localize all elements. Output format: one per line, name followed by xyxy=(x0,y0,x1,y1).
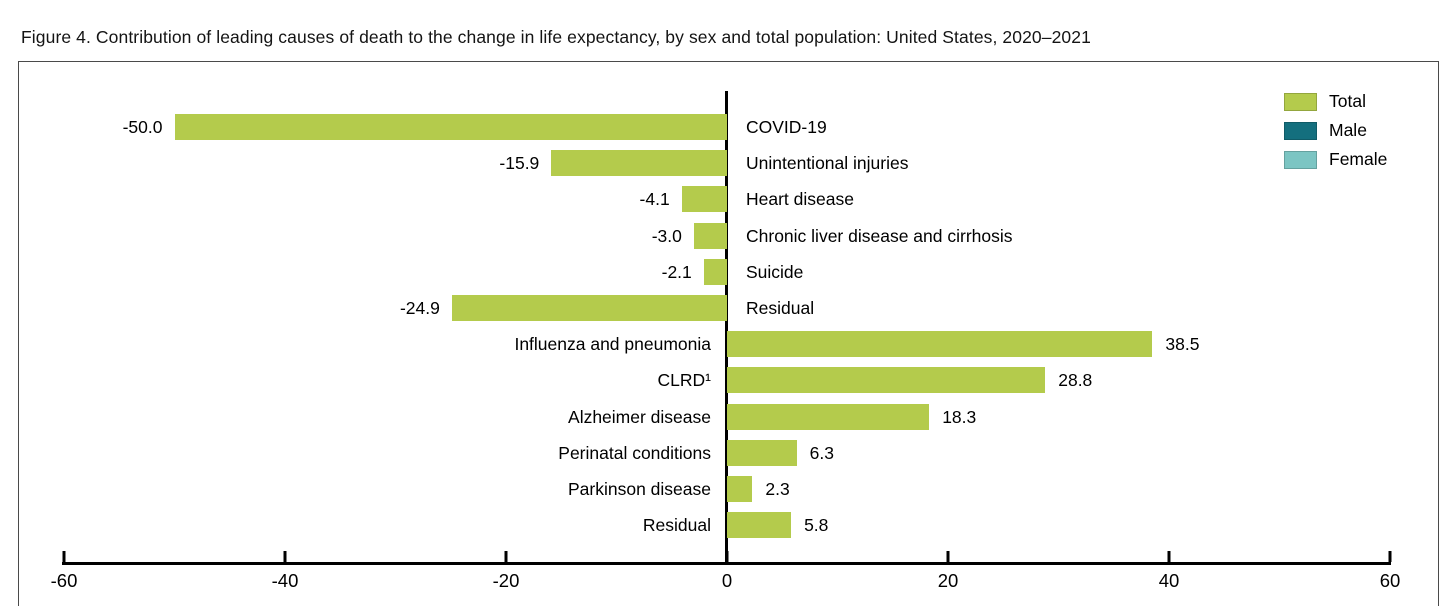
bar xyxy=(703,258,727,285)
x-axis-tick xyxy=(946,551,950,562)
bar-value-label: 5.8 xyxy=(804,515,829,536)
bar-category-label: Influenza and pneumonia xyxy=(514,334,711,355)
x-axis-tick-label: 20 xyxy=(937,570,959,591)
legend-item-total: Total xyxy=(1284,91,1366,112)
bar-category-label: COVID-19 xyxy=(746,117,827,137)
bar xyxy=(727,403,930,430)
bar-category-label: CLRD¹ xyxy=(657,370,711,391)
bar-category-label: Unintentional injuries xyxy=(746,153,909,174)
legend-label: Female xyxy=(1329,149,1388,169)
bar-category-label: Chronic liver disease and cirrhosis xyxy=(746,225,1013,246)
bar xyxy=(693,222,727,249)
bar-value-label: 18.3 xyxy=(942,406,977,427)
x-axis-tick-label: -40 xyxy=(271,570,299,591)
bar xyxy=(727,331,1153,358)
bar xyxy=(727,367,1046,394)
x-axis-tick xyxy=(283,551,287,562)
bar-value-label: 2.3 xyxy=(765,479,790,499)
bar-value-label: 6.3 xyxy=(809,442,834,463)
bar-value-label: -24.9 xyxy=(399,298,440,318)
bar-category-label: Suicide xyxy=(746,261,804,282)
chart-frame: -50.0 COVID-19 -15.9 Unintentional injuries… xyxy=(18,61,1439,606)
x-axis-tick xyxy=(1167,551,1171,562)
x-axis-tick xyxy=(62,551,66,562)
x-axis-tick-label: 60 xyxy=(1379,570,1401,591)
legend-item-male: Male xyxy=(1284,120,1367,141)
legend-label: Male xyxy=(1329,120,1367,140)
x-axis-tick-label: -60 xyxy=(50,570,78,591)
legend-item-female: Female xyxy=(1284,149,1387,170)
bar-category-label: Alzheimer disease xyxy=(568,406,711,427)
x-axis-tick-label: 0 xyxy=(721,570,733,591)
x-axis-tick xyxy=(725,551,729,562)
bar xyxy=(727,439,797,466)
female-swatch xyxy=(1284,150,1317,169)
bar xyxy=(727,476,753,502)
bar-value-label: -50.0 xyxy=(122,117,163,137)
legend-label: Total xyxy=(1329,91,1366,111)
bar-value-label: 38.5 xyxy=(1165,334,1200,355)
bar-value-label: -2.1 xyxy=(661,261,692,282)
bar-category-label: Parkinson disease xyxy=(568,479,711,499)
bar-category-label: Residual xyxy=(746,298,815,318)
x-axis-tick-label: 40 xyxy=(1158,570,1180,591)
x-axis-line xyxy=(62,562,1391,565)
bar-category-label: Residual xyxy=(642,515,711,536)
bar xyxy=(174,114,727,140)
bar-value-label: 28.8 xyxy=(1058,370,1093,391)
bar xyxy=(551,150,727,177)
x-axis-tick-label: -20 xyxy=(492,570,520,591)
bar-value-label: -4.1 xyxy=(639,189,670,210)
x-axis-tick xyxy=(504,551,508,562)
figure-title: Figure 4. Contribution of leading causes… xyxy=(21,27,1091,47)
bar-value-label: -15.9 xyxy=(499,153,540,174)
x-axis-tick xyxy=(1388,551,1392,562)
bar xyxy=(727,512,792,539)
bar xyxy=(681,186,727,213)
bar xyxy=(451,295,727,321)
total-swatch xyxy=(1284,92,1317,111)
male-swatch xyxy=(1284,121,1317,140)
zero-axis-line xyxy=(725,91,728,562)
bar-category-label: Perinatal conditions xyxy=(558,442,711,463)
bar-category-label: Heart disease xyxy=(746,189,854,210)
bar-value-label: -3.0 xyxy=(651,225,682,246)
